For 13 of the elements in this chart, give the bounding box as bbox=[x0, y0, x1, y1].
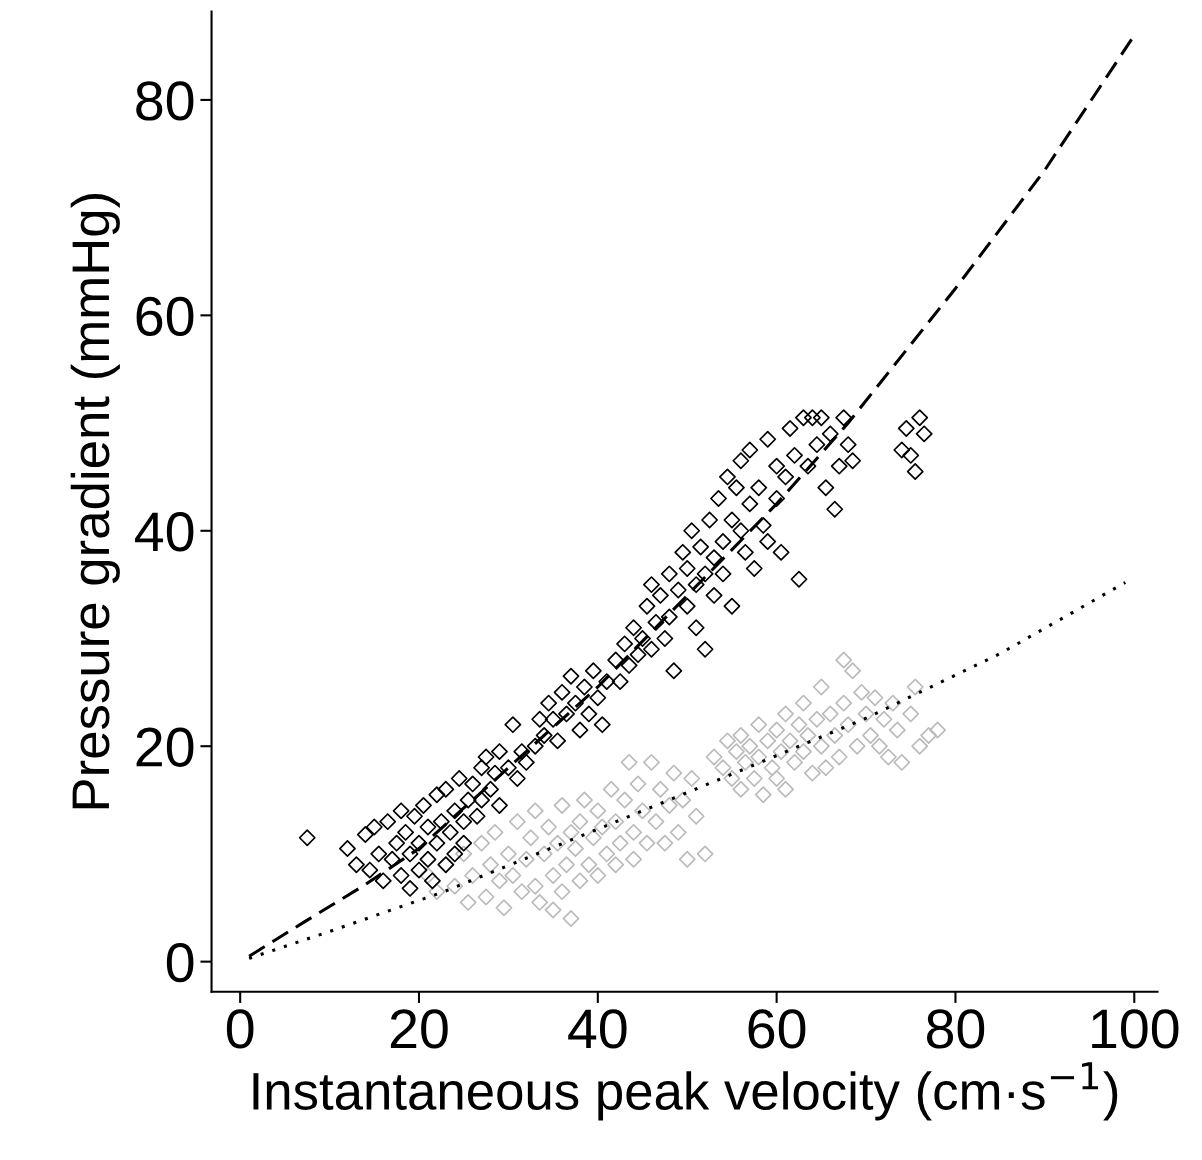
y-tick-label: 0 bbox=[166, 942, 194, 983]
y-tick-label: 60 bbox=[136, 296, 194, 337]
y-tick-label: 80 bbox=[136, 81, 194, 121]
y-tick-label: 20 bbox=[136, 727, 194, 767]
x-tick-label: 0 bbox=[226, 1009, 254, 1049]
x-tick-label: 80 bbox=[926, 1009, 985, 1049]
x-tick-label: 20 bbox=[390, 1009, 448, 1049]
x-tick-label: 100 bbox=[1092, 1009, 1179, 1049]
x-tick-label: 40 bbox=[568, 1009, 627, 1049]
x-axis-title: Instantaneous peak velocity (cm·s$^{−1}$) bbox=[253, 1062, 1118, 1121]
y-tick-label: 40 bbox=[135, 512, 194, 552]
x-tick-label: 60 bbox=[748, 1009, 806, 1049]
y-axis-title: Pressure gradient (mmHg) bbox=[70, 194, 120, 809]
